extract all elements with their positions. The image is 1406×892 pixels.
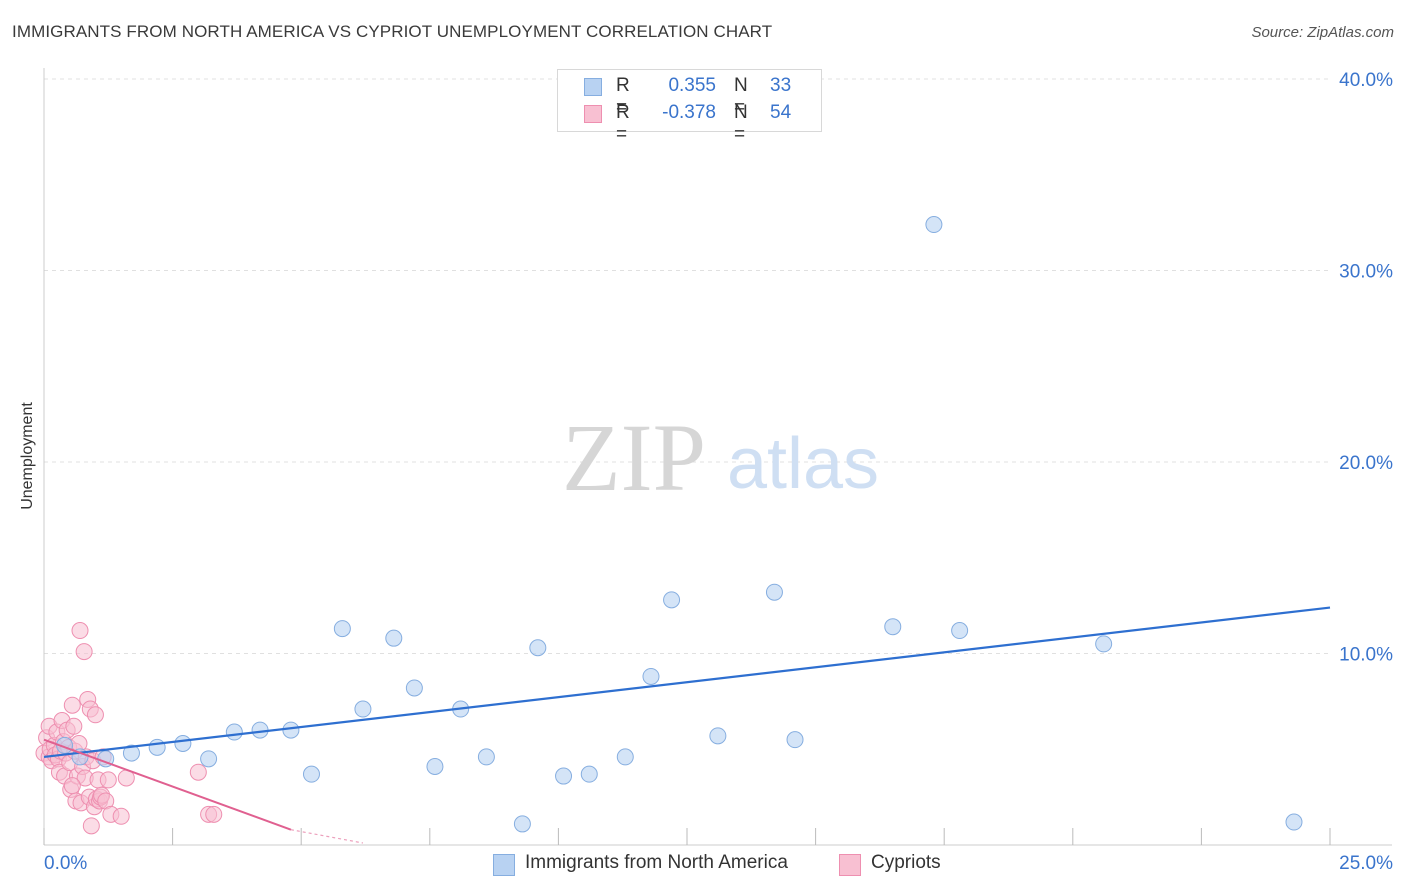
bottom-legend-swatch-pink: [839, 854, 861, 876]
legend-swatch-pink: [584, 105, 602, 123]
immigrants-point: [148, 738, 166, 756]
cypriots-point: [189, 763, 207, 781]
cypriots-trend-extension: [290, 829, 364, 844]
cypriots-point: [65, 717, 83, 735]
cypriots-point: [112, 807, 130, 825]
watermark-zip: ZIP: [562, 404, 706, 511]
chart-title: IMMIGRANTS FROM NORTH AMERICA VS CYPRIOT…: [12, 22, 773, 41]
x-tick-label: 25.0%: [1339, 853, 1393, 874]
immigrants-point: [513, 815, 531, 833]
tick-labels: 10.0% 20.0% 30.0% 40.0% 0.0% 25.0%: [44, 70, 1393, 874]
y-tick-label: 10.0%: [1339, 645, 1393, 666]
y-tick-label: 20.0%: [1339, 453, 1393, 474]
immigrants-point: [477, 748, 495, 766]
immigrants-point: [529, 639, 547, 657]
immigrants-points: [56, 216, 1303, 833]
watermark: ZIP atlas: [562, 404, 879, 511]
immigrants-point: [1285, 813, 1303, 831]
stats-legend: R = 0.355 N = 33 R = -0.378 N = 54: [557, 69, 822, 145]
legend-r-label: R =: [616, 102, 630, 145]
legend-swatch-blue: [584, 78, 602, 96]
bottom-legend-label: Cypriots: [871, 852, 941, 873]
cypriots-point: [71, 622, 89, 640]
axes: [43, 68, 1392, 846]
cypriots-points: [35, 622, 223, 835]
legend-n-label: N =: [734, 75, 748, 118]
cypriots-point: [75, 643, 93, 661]
bottom-legend-swatch-blue: [493, 854, 515, 876]
legend-n-value: 33: [770, 75, 792, 96]
immigrants-point: [302, 765, 320, 783]
cypriots-point: [63, 777, 81, 795]
watermark-atlas: atlas: [727, 424, 879, 504]
immigrants-point: [555, 767, 573, 785]
immigrants-point: [786, 731, 804, 749]
immigrants-point: [884, 618, 902, 636]
bottom-legend-label: Immigrants from North America: [525, 852, 788, 873]
cypriots-point: [63, 696, 81, 714]
gridlines: [44, 78, 1330, 654]
legend-r-label: R =: [616, 75, 630, 118]
legend-n-label: N =: [734, 102, 748, 145]
immigrants-point: [925, 216, 943, 234]
immigrants-point: [642, 667, 660, 685]
cypriots-point: [86, 706, 104, 724]
immigrants-point: [405, 679, 423, 697]
immigrants-point: [426, 757, 444, 775]
cypriots-point: [99, 771, 117, 789]
immigrants-point: [765, 583, 783, 601]
source-credit: Source: ZipAtlas.com: [1251, 24, 1394, 41]
immigrants-point: [709, 727, 727, 745]
immigrants-point: [580, 765, 598, 783]
immigrants-point: [282, 721, 300, 739]
x-tick-label: 0.0%: [44, 853, 87, 874]
cypriots-point: [205, 805, 223, 823]
legend-r-value: 0.355: [668, 75, 716, 96]
immigrants-point: [951, 622, 969, 640]
immigrants-point: [122, 744, 140, 762]
legend-n-value: 54: [770, 102, 792, 123]
legend-r-value: -0.378: [662, 102, 716, 123]
immigrants-point: [1095, 635, 1113, 653]
immigrants-point: [200, 750, 218, 768]
y-tick-label: 30.0%: [1339, 262, 1393, 283]
immigrants-point: [385, 629, 403, 647]
immigrants-point: [333, 620, 351, 638]
immigrants-point: [663, 591, 681, 609]
immigrants-point: [174, 735, 192, 753]
immigrants-trend-line: [43, 606, 1331, 759]
trend-lines: [43, 606, 1331, 844]
cypriots-trend-line: [43, 738, 292, 831]
immigrants-point: [616, 748, 634, 766]
immigrants-point: [354, 700, 372, 718]
cypriots-point: [82, 817, 100, 835]
y-tick-label: 40.0%: [1339, 70, 1393, 91]
immigrants-point: [225, 723, 243, 741]
